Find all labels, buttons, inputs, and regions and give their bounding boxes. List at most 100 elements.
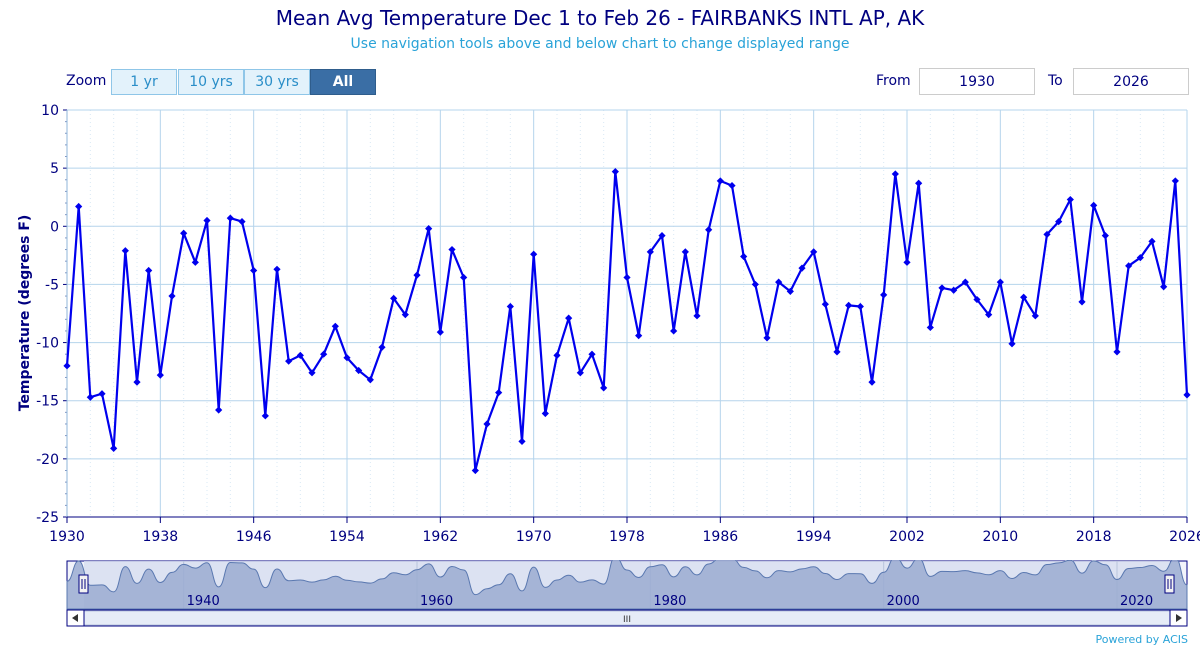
data-point[interactable] [413, 271, 421, 279]
data-point[interactable] [483, 420, 491, 428]
data-point[interactable] [261, 412, 269, 420]
data-point[interactable] [63, 362, 71, 370]
data-point[interactable] [950, 286, 958, 294]
data-point[interactable] [565, 314, 573, 322]
data-point[interactable] [541, 409, 549, 418]
data-point[interactable] [1090, 201, 1098, 209]
data-point[interactable] [1078, 298, 1086, 306]
data-point[interactable] [471, 466, 479, 475]
data-point[interactable] [833, 348, 841, 356]
zoom-10yrs-button[interactable]: 10 yrs [178, 69, 244, 95]
data-point[interactable] [110, 444, 118, 452]
data-point[interactable] [821, 300, 829, 308]
data-point[interactable] [1101, 231, 1109, 240]
data-point[interactable] [903, 258, 911, 266]
data-point[interactable] [623, 273, 631, 282]
data-point[interactable] [1031, 312, 1039, 320]
data-point[interactable] [86, 393, 94, 401]
data-point[interactable] [786, 287, 794, 296]
data-point[interactable] [600, 384, 608, 392]
zoom-30yrs-button[interactable]: 30 yrs [244, 69, 310, 95]
data-point[interactable] [133, 378, 141, 386]
to-date-input[interactable] [1073, 68, 1189, 95]
data-point[interactable] [1171, 177, 1179, 185]
data-point[interactable] [728, 181, 736, 190]
data-point[interactable] [763, 334, 771, 342]
data-point[interactable] [425, 225, 433, 233]
data-point[interactable] [238, 218, 246, 226]
data-point[interactable] [646, 248, 654, 256]
data-point[interactable] [611, 168, 619, 176]
data-point[interactable] [1160, 283, 1168, 291]
data-point[interactable] [740, 252, 748, 261]
data-point[interactable] [1043, 230, 1051, 239]
data-point[interactable] [856, 302, 864, 311]
from-date-input[interactable] [919, 68, 1035, 95]
data-point[interactable] [250, 266, 258, 275]
data-point[interactable] [1136, 254, 1144, 262]
data-point[interactable] [320, 350, 328, 358]
data-point[interactable] [775, 278, 783, 286]
data-point[interactable] [1066, 195, 1074, 204]
data-point[interactable] [390, 294, 398, 302]
data-point[interactable] [98, 390, 106, 398]
data-point[interactable] [1125, 262, 1133, 270]
data-point[interactable] [926, 323, 934, 332]
data-point[interactable] [985, 311, 993, 319]
data-point[interactable] [226, 214, 234, 222]
data-point[interactable] [973, 295, 981, 304]
data-point[interactable] [203, 216, 211, 225]
data-point[interactable] [296, 351, 304, 359]
data-point[interactable] [378, 343, 386, 351]
navigator-left-handle[interactable] [78, 574, 89, 594]
data-point[interactable] [343, 354, 351, 362]
data-point[interactable] [868, 378, 876, 386]
data-point[interactable] [518, 437, 526, 446]
data-point[interactable] [891, 170, 899, 178]
data-point[interactable] [845, 301, 853, 309]
data-point[interactable] [553, 351, 561, 359]
navigator[interactable]: 1940 1960 1980 2000 2020 III [0, 560, 1200, 630]
scroll-left-button[interactable] [66, 609, 85, 627]
data-point[interactable] [506, 302, 514, 311]
data-point[interactable] [215, 406, 223, 414]
data-point[interactable] [168, 292, 176, 300]
data-point[interactable] [915, 179, 923, 187]
data-point[interactable] [366, 376, 374, 384]
data-point[interactable] [705, 226, 713, 234]
data-point[interactable] [121, 247, 129, 255]
data-point[interactable] [180, 229, 188, 237]
data-point[interactable] [1008, 340, 1016, 348]
data-point[interactable] [495, 388, 503, 397]
data-point[interactable] [460, 273, 468, 282]
data-point[interactable] [331, 322, 339, 330]
data-point[interactable] [75, 202, 83, 211]
data-point[interactable] [401, 311, 409, 319]
data-point[interactable] [273, 265, 281, 273]
zoom-1yr-button[interactable]: 1 yr [111, 69, 177, 95]
data-point[interactable] [191, 258, 199, 266]
data-point[interactable] [810, 248, 818, 256]
data-point[interactable] [156, 371, 164, 379]
data-point[interactable] [145, 266, 153, 275]
data-point[interactable] [308, 369, 316, 377]
data-point[interactable] [938, 284, 946, 292]
data-point[interactable] [716, 177, 724, 185]
scroll-right-button[interactable] [1169, 609, 1188, 627]
data-point[interactable] [681, 248, 689, 256]
data-point[interactable] [693, 312, 701, 320]
data-point[interactable] [1183, 391, 1191, 399]
data-point[interactable] [1055, 218, 1063, 226]
data-point[interactable] [996, 278, 1004, 286]
data-point[interactable] [1020, 293, 1028, 301]
data-point[interactable] [436, 328, 444, 336]
data-point[interactable] [588, 350, 596, 358]
data-point[interactable] [530, 250, 538, 258]
data-point[interactable] [961, 278, 969, 286]
data-point[interactable] [635, 331, 643, 340]
data-point[interactable] [285, 357, 293, 365]
data-point[interactable] [658, 231, 666, 240]
zoom-all-button[interactable]: All [310, 69, 376, 95]
data-point[interactable] [798, 264, 806, 272]
navigator-right-handle[interactable] [1164, 574, 1175, 594]
